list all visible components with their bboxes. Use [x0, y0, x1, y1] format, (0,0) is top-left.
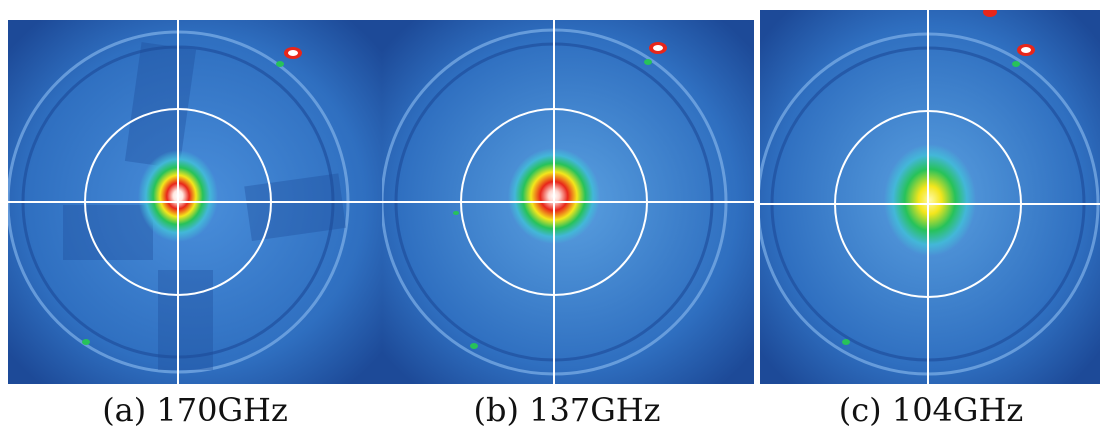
beam-spot-c [884, 144, 976, 256]
thermal-image-b [382, 20, 754, 384]
thermal-image-a-svg [8, 20, 382, 384]
caption-b: (b) 137GHz [473, 391, 661, 429]
thermal-image-b-svg [382, 20, 754, 384]
caption-c: (c) 104GHz [838, 391, 1024, 429]
thermal-image-a [8, 20, 382, 384]
thermal-image-c-svg [760, 10, 1100, 384]
thermal-image-c [760, 10, 1100, 384]
caption-a: (a) 170GHz [102, 391, 288, 429]
